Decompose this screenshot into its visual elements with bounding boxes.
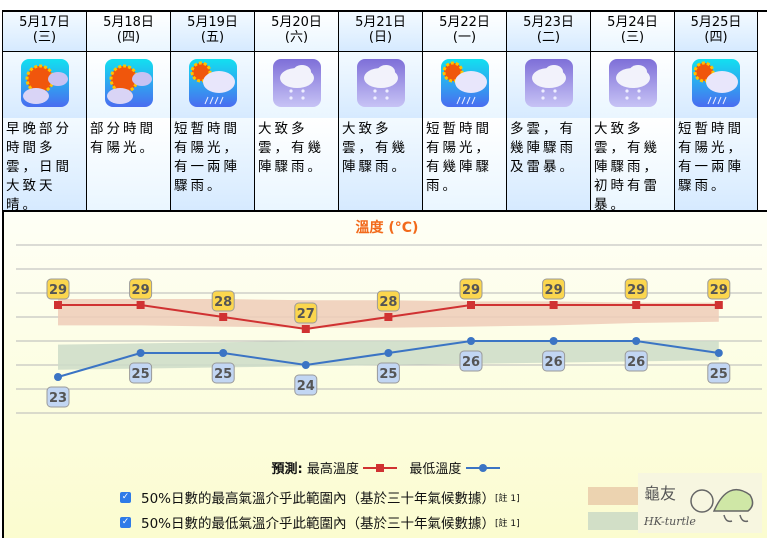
day-header: 5月23日 (二) xyxy=(506,12,590,52)
svg-text:26: 26 xyxy=(462,355,480,370)
day-header: 5月20日 (六) xyxy=(254,12,338,52)
date-label: 5月17日 xyxy=(19,15,70,30)
min-band-toggle[interactable]: ✓ 50%日數的最低氣溫介乎此範圍內（基於三十年氣候數據） [註 1] xyxy=(120,512,520,532)
legend-min-marker-icon xyxy=(465,464,500,472)
weather-description: 大致多雲，有幾陣驟雨。 xyxy=(338,118,422,210)
svg-text:29: 29 xyxy=(627,283,645,298)
chart-title: 溫度 (°C) xyxy=(356,219,419,236)
day-header: 5月25日 (四) xyxy=(674,12,758,52)
turtle-watermark-logo: 龜友 HK-turtle xyxy=(638,473,762,533)
weekday-label: (三) xyxy=(620,30,645,45)
chart-plot: 溫度 (°C) 29 29 28 27 28 29 29 29 29 23 25 25 24 25 26 26 2… xyxy=(16,219,762,414)
date-label: 5月20日 xyxy=(271,15,322,30)
chart-legend: 預測: 最高溫度 最低溫度 xyxy=(4,458,767,477)
description-row: 早晚部分時間多雲，日間大致天晴。 部分時間有陽光。 短暫時間有陽光，有一兩陣驟雨。大… xyxy=(2,118,767,213)
svg-text:28: 28 xyxy=(379,295,397,310)
sunny-periods-icon xyxy=(104,58,154,112)
min-band-label: 50%日數的最低氣溫介乎此範圍內（基於三十年氣候數據） xyxy=(141,516,496,532)
max-band-swatch xyxy=(588,487,640,505)
weather-description: 大致多雲，有幾陣驟雨，初時有雷暴。 xyxy=(590,118,674,213)
svg-text:28: 28 xyxy=(214,295,232,310)
weekday-label: (五) xyxy=(200,30,225,45)
svg-text:29: 29 xyxy=(710,283,728,298)
weather-icon-cell xyxy=(506,52,590,118)
weather-icon-cell xyxy=(674,52,758,118)
weather-icon-cell xyxy=(590,52,674,118)
weather-description: 短暫時間有陽光，有一兩陣驟雨。 xyxy=(674,118,758,210)
cloudy-showers-icon xyxy=(272,58,322,112)
weather-icon-cell xyxy=(170,52,254,118)
svg-text:29: 29 xyxy=(132,283,150,298)
svg-text:25: 25 xyxy=(214,367,232,382)
date-label: 5月21日 xyxy=(355,15,406,30)
weekday-label: (三) xyxy=(32,30,57,45)
svg-text:HK-turtle: HK-turtle xyxy=(643,515,696,528)
min-band-swatch xyxy=(588,512,640,530)
note-link[interactable]: [註 1] xyxy=(495,518,520,529)
date-label: 5月23日 xyxy=(523,15,574,30)
max-band-toggle[interactable]: ✓ 50%日數的最高氣溫介乎此範圍內（基於三十年氣候數據） [註 1] xyxy=(120,487,520,507)
day-header: 5月19日 (五) xyxy=(170,12,254,52)
day-header: 5月17日 (三) xyxy=(2,12,86,52)
svg-text:29: 29 xyxy=(545,283,563,298)
date-label: 5月19日 xyxy=(187,15,238,30)
weather-description: 多雲，有幾陣驟雨及雷暴。 xyxy=(506,118,590,210)
date-label: 5月18日 xyxy=(103,15,154,30)
sunny-periods-showers-icon xyxy=(440,58,490,112)
legend-max-label[interactable]: 最高溫度 xyxy=(306,462,359,477)
cloudy-showers-icon xyxy=(608,58,658,112)
weather-icon-cell xyxy=(86,52,170,118)
weather-description: 大致多雲，有幾陣驟雨。 xyxy=(254,118,338,210)
checkbox-checked-icon[interactable]: ✓ xyxy=(120,516,131,528)
weather-icon-cell xyxy=(2,52,86,118)
weather-description: 短暫時間有陽光，有一兩陣驟雨。 xyxy=(170,118,254,210)
svg-text:29: 29 xyxy=(462,283,480,298)
day-header: 5月22日 (一) xyxy=(422,12,506,52)
weather-description: 早晚部分時間多雲，日間大致天晴。 xyxy=(2,118,86,213)
weekday-label: (一) xyxy=(452,30,477,45)
date-label: 5月25日 xyxy=(690,15,742,30)
day-header: 5月21日 (日) xyxy=(338,12,422,52)
weather-icon-cell xyxy=(422,52,506,118)
weather-icon-cell xyxy=(254,52,338,118)
weekday-label: (日) xyxy=(368,30,393,45)
weather-description: 短暫時間有陽光，有幾陣驟雨。 xyxy=(422,118,506,210)
svg-text:24: 24 xyxy=(297,379,315,394)
max-band-label: 50%日數的最高氣溫介乎此範圍內（基於三十年氣候數據） xyxy=(141,491,496,507)
legend-prefix: 預測: xyxy=(271,462,303,477)
svg-text:23: 23 xyxy=(49,391,67,406)
date-header-row: 5月17日 (三) 5月18日 (四) 5月19日 (五) 5月20日 (六) 5月21日 (日)… xyxy=(2,12,767,52)
svg-text:龜友: 龜友 xyxy=(644,484,676,503)
weather-icon-cell xyxy=(338,52,422,118)
svg-text:27: 27 xyxy=(297,307,315,322)
note-link[interactable]: [註 1] xyxy=(495,493,520,504)
weekday-label: (四) xyxy=(116,30,141,45)
day-header: 5月24日 (三) xyxy=(590,12,674,52)
weekday-label: (二) xyxy=(536,30,561,45)
sunny-periods-showers-icon xyxy=(188,58,238,112)
svg-text:29: 29 xyxy=(49,283,67,298)
checkbox-checked-icon[interactable]: ✓ xyxy=(120,491,131,503)
cloudy-showers-icon xyxy=(356,58,406,112)
day-header: 5月18日 (四) xyxy=(86,12,170,52)
sunny-periods-icon xyxy=(20,58,70,112)
weather-description: 部分時間有陽光。 xyxy=(86,118,170,210)
svg-text:25: 25 xyxy=(710,367,728,382)
svg-text:25: 25 xyxy=(132,367,150,382)
legend-min-label[interactable]: 最低溫度 xyxy=(409,462,462,477)
weekday-label: (四) xyxy=(704,30,728,45)
date-label: 5月22日 xyxy=(439,15,490,30)
forecast-table: 5月17日 (三) 5月18日 (四) 5月19日 (五) 5月20日 (六) 5月21日 (日)… xyxy=(2,10,767,213)
sunny-periods-showers-icon xyxy=(691,58,741,112)
date-label: 5月24日 xyxy=(607,15,658,30)
legend-max-marker-icon xyxy=(362,464,397,472)
svg-text:25: 25 xyxy=(379,367,397,382)
icon-row xyxy=(2,52,767,118)
cloudy-showers-icon xyxy=(524,58,574,112)
svg-text:26: 26 xyxy=(627,355,645,370)
svg-text:26: 26 xyxy=(545,355,563,370)
weekday-label: (六) xyxy=(284,30,309,45)
